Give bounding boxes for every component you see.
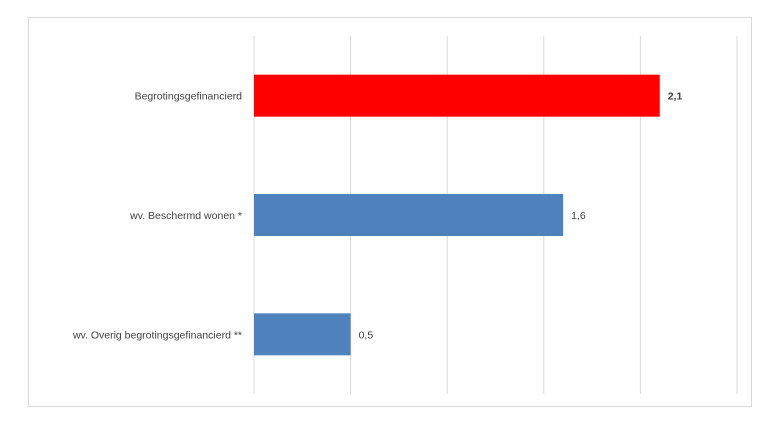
category-label: wv. Overig begrotingsgefinancierd ** — [72, 329, 242, 341]
category-label: wv. Beschermd wonen * — [129, 210, 242, 222]
bar-1 — [254, 74, 660, 117]
value-label: 0,5 — [359, 329, 374, 341]
bar-2 — [254, 194, 564, 236]
category-label: Begrotingsgefinancierd — [135, 91, 243, 103]
value-label: 1,6 — [571, 210, 586, 222]
bar-3 — [254, 313, 351, 356]
value-label: 2,1 — [668, 91, 683, 103]
